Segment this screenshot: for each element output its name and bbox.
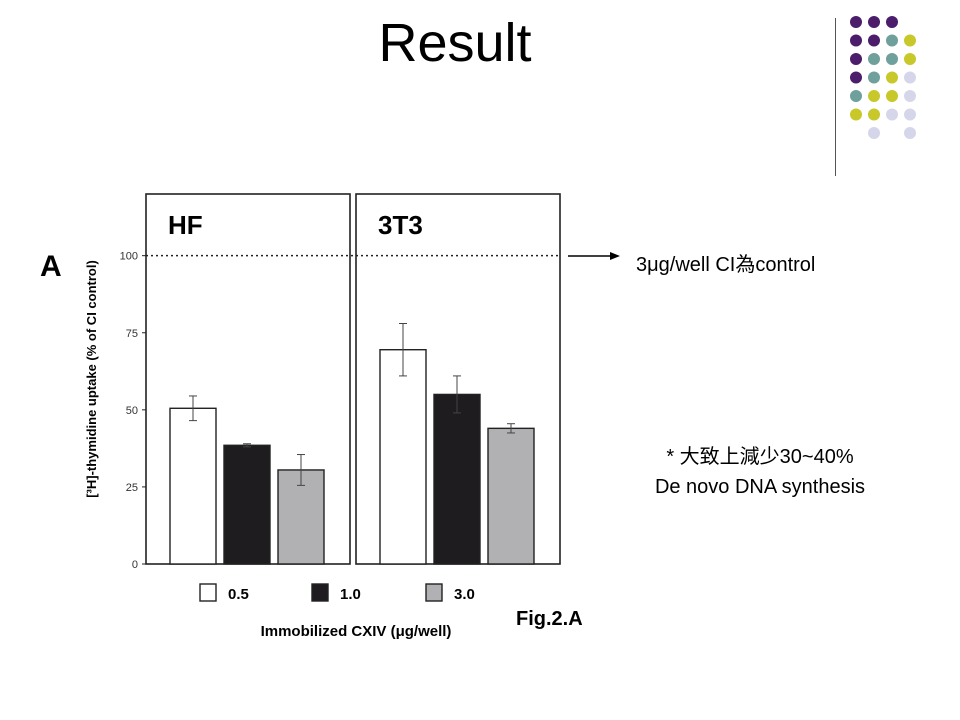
y-tick-label: 100 [120,251,138,263]
bar [487,427,535,565]
figure-caption: Fig.2.A [516,608,583,630]
panel-title: HF [168,210,203,240]
decor-dot [868,53,880,65]
decor-dot [868,34,880,47]
decor-dot [868,108,880,121]
decor-dot [850,53,862,65]
bar [169,407,217,565]
bar-chart: [³H]-thymidine uptake (% of CI control) A… [40,193,561,640]
decor-dot [904,53,916,65]
decor-dot [904,108,916,121]
y-axis-label: [³H]-thymidine uptake (% of CI control) [84,260,99,498]
bar [379,349,427,565]
decor-dot [904,127,916,139]
decorative-dot-grid [850,16,916,139]
y-tick-label: 50 [126,405,138,417]
decrease-note-line2: De novo DNA synthesis [654,476,866,498]
decor-dot [886,16,898,28]
legend-swatch [425,583,443,602]
decorative-divider [835,18,836,176]
legend-label: 3.0 [454,586,475,603]
y-tick-label: 25 [126,482,138,494]
decor-dot [868,16,880,28]
control-note: 3μg/well CI為control [636,254,816,276]
bar [433,393,481,565]
decor-dot [904,71,916,84]
decor-dot [850,16,862,28]
slide-title: Result [378,13,532,73]
decor-dot [904,34,916,47]
decor-dot [850,90,862,102]
legend-swatch [199,583,217,602]
decor-dot [904,90,916,102]
decor-dot [850,108,862,121]
panel-letter: A [40,250,62,283]
legend-label: 1.0 [340,586,361,603]
panel-title: 3T3 [378,210,423,240]
decor-dot [886,71,898,84]
arrow-icon [568,252,620,260]
decor-dot [886,34,898,47]
decor-dot [886,90,898,102]
decor-dot [886,108,898,121]
decor-dot [850,34,862,47]
y-tick-label: 75 [126,328,138,340]
decrease-note: * 大致上減少30~40% De novo DNA synthesis [610,442,910,502]
decor-dot [868,90,880,102]
y-tick-label: 0 [132,559,138,571]
decor-dot [886,53,898,65]
decor-dot [868,127,880,139]
decor-dot [868,71,880,84]
decrease-note-line1: * 大致上減少30~40% [666,446,854,468]
legend-swatch [311,583,329,602]
bar [223,444,271,565]
decor-dot [850,71,862,84]
legend-label: 0.5 [228,586,249,603]
x-axis-label: Immobilized CXIV (μg/well) [261,623,452,640]
